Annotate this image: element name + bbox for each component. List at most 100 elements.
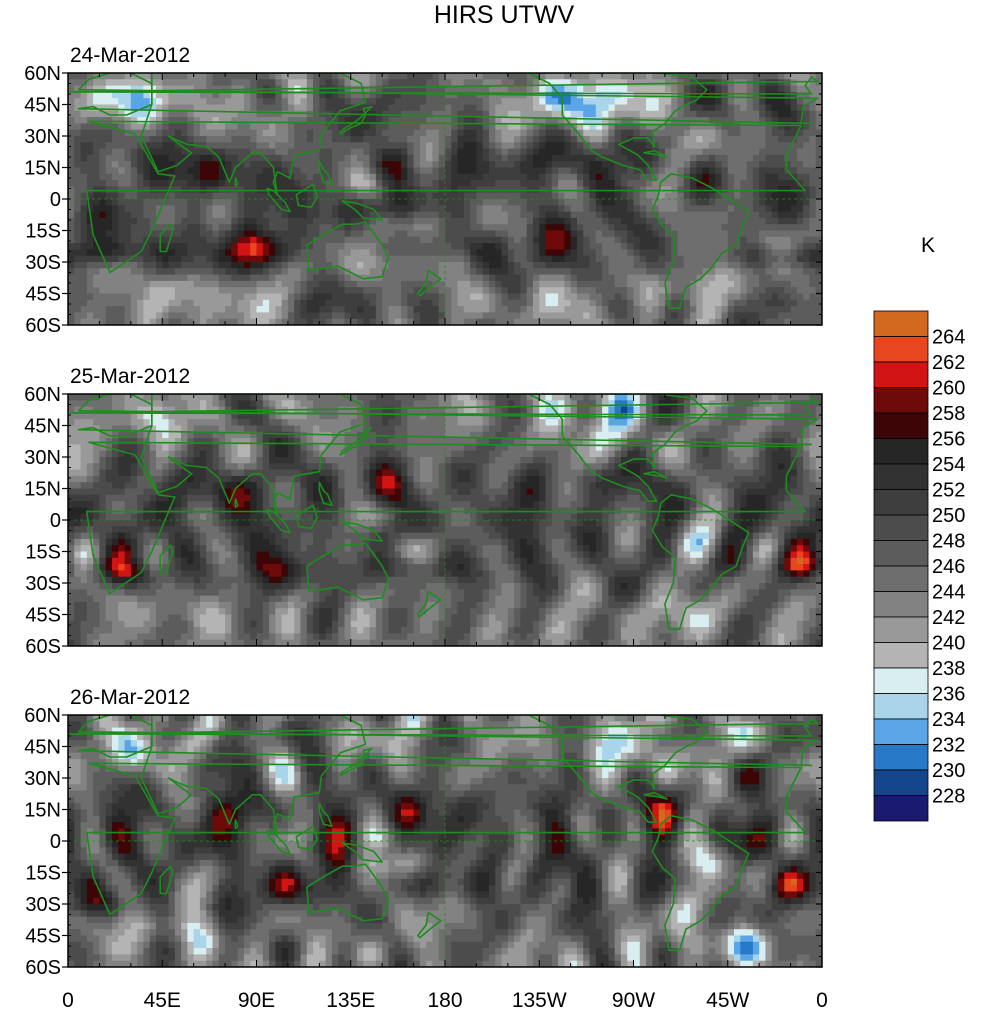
philippines-outline <box>318 160 333 186</box>
lat-tick-label: 15S <box>25 542 61 564</box>
lat-tick-label: 15S <box>25 863 61 885</box>
lat-tick-label: 45S <box>25 926 61 948</box>
sri-lanka-outline <box>234 177 239 188</box>
lat-tick-label: 45N <box>24 416 61 438</box>
lat-tick-label: 15N <box>24 479 61 501</box>
philippines-outline <box>318 802 333 828</box>
colorbar-tick-label: 254 <box>932 454 965 476</box>
colorbar-swatch <box>873 412 929 439</box>
colorbar-swatch <box>873 361 929 388</box>
map-panel-25-mar: 25-Mar-2012 60N 45N 30N 15N 0 15S 30S 45S 60S <box>24 365 823 658</box>
new-guinea-outline <box>341 200 384 221</box>
colorbar-swatch <box>873 438 929 465</box>
panel-date-label: 24-Mar-2012 <box>70 44 190 67</box>
south-america-outline <box>651 173 750 310</box>
lat-tick-label: 30S <box>25 894 61 916</box>
british-isles-outline <box>69 397 819 416</box>
africa-outline <box>86 441 807 595</box>
lat-tick-label: 30N <box>24 126 61 148</box>
british-isles-outline <box>69 76 819 95</box>
axis-ticks <box>62 393 823 647</box>
asia-outline <box>140 715 367 838</box>
colorbar-swatch <box>873 693 929 720</box>
lat-tick-label: 45S <box>25 284 61 306</box>
africa-outline <box>86 762 807 916</box>
colorbar-swatch <box>873 540 929 567</box>
colorbar-tick-label: 234 <box>932 709 965 731</box>
colorbar-tick-label: 248 <box>932 531 965 553</box>
lat-tick-label: 60S <box>25 957 61 979</box>
colorbar-swatch <box>873 310 929 337</box>
colorbar-tick-label: 238 <box>932 658 965 680</box>
colorbar-swatch <box>873 667 929 694</box>
lon-tick-label: 0 <box>62 989 74 1012</box>
lon-tick-label: 90W <box>612 989 655 1012</box>
lat-tick-label: 15S <box>25 221 61 243</box>
sumatra-outline <box>266 829 291 855</box>
coastline-layer <box>68 715 822 967</box>
new-guinea-outline <box>341 842 384 863</box>
sumatra-outline <box>266 187 291 213</box>
coastline-layer <box>68 394 822 646</box>
colorbar-swatch <box>873 387 929 414</box>
greenland-outline <box>695 73 736 74</box>
lat-tick-label: 15N <box>24 800 61 822</box>
cuba-outline <box>643 791 668 800</box>
lat-tick-label: 0 <box>50 189 61 211</box>
australia-outline <box>305 863 390 922</box>
lat-tick-label: 30N <box>24 447 61 469</box>
lat-tick-label: 30S <box>25 573 61 595</box>
colorbar-tick-label: 250 <box>932 505 965 527</box>
panel-date-label: 26-Mar-2012 <box>70 686 190 709</box>
colorbar-tick-label: 242 <box>932 607 965 629</box>
axis-ticks <box>62 72 823 326</box>
colorbar-swatch <box>873 795 929 822</box>
japan-outline <box>339 747 373 777</box>
lat-tick-label: 45N <box>24 737 61 759</box>
colorbar-unit-label: K <box>921 234 935 257</box>
colorbar-tick-label: 236 <box>932 684 965 706</box>
australia-outline <box>305 542 390 601</box>
lat-tick-label: 0 <box>50 510 61 532</box>
lat-tick-label: 60S <box>25 636 61 658</box>
borneo-outline <box>295 504 319 530</box>
lat-tick-label: 60S <box>25 315 61 337</box>
sumatra-outline <box>266 508 291 534</box>
colorbar-swatch <box>873 769 929 796</box>
colorbar-tick-label: 264 <box>932 327 965 349</box>
british-isles-outline <box>69 718 819 737</box>
japan-outline <box>339 426 373 456</box>
asia-outline <box>140 73 367 196</box>
colorbar-tick-label: 246 <box>932 556 965 578</box>
colorbar-tick-label: 260 <box>932 378 965 400</box>
greenland-outline <box>695 394 736 395</box>
colorbar-tick-label: 228 <box>932 786 965 808</box>
north-america-outline <box>469 715 708 823</box>
panel-date-label: 25-Mar-2012 <box>70 365 190 388</box>
madagascar-outline <box>159 544 174 574</box>
africa-outline <box>86 120 807 274</box>
coastline-layer <box>68 73 822 325</box>
lat-tick-label: 60N <box>24 384 61 406</box>
colorbar-tick-label: 240 <box>932 633 965 655</box>
colorbar-swatch <box>873 336 929 363</box>
colorbar-swatch <box>873 616 929 643</box>
sri-lanka-outline <box>234 819 239 830</box>
lon-tick-label: 0 <box>816 989 828 1012</box>
lat-tick-label: 60N <box>24 705 61 727</box>
colorbar-swatch <box>873 744 929 771</box>
lon-tick-label: 90E <box>238 989 275 1012</box>
lat-tick-label: 30N <box>24 768 61 790</box>
colorbar-tick-label: 230 <box>932 760 965 782</box>
colorbar-swatch <box>873 565 929 592</box>
borneo-outline <box>295 825 319 851</box>
map-panel-26-mar: 26-Mar-2012 60N 45N 30N 15N 0 15S 30S 45S 60S <box>24 686 823 979</box>
lon-tick-label: 180 <box>427 989 462 1012</box>
lon-tick-label: 135W <box>512 989 567 1012</box>
lat-tick-label: 15N <box>24 158 61 180</box>
colorbar-tick-label: 262 <box>932 352 965 374</box>
lon-tick-label: 45W <box>706 989 749 1012</box>
new-guinea-outline <box>341 521 384 542</box>
utwv-field <box>68 394 822 646</box>
